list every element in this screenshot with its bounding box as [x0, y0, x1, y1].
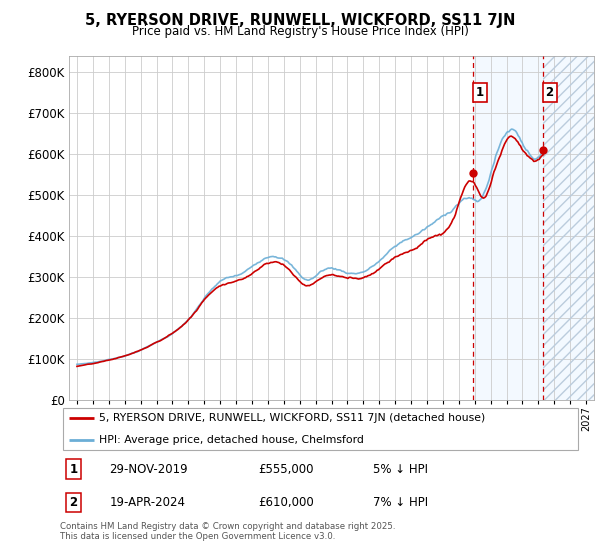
Text: 1: 1	[476, 86, 484, 99]
Text: Price paid vs. HM Land Registry's House Price Index (HPI): Price paid vs. HM Land Registry's House …	[131, 25, 469, 38]
Bar	[473, 56, 594, 400]
Text: 7% ↓ HPI: 7% ↓ HPI	[373, 496, 428, 509]
Text: Contains HM Land Registry data © Crown copyright and database right 2025.
This d: Contains HM Land Registry data © Crown c…	[60, 522, 395, 542]
Bar	[543, 56, 594, 400]
Text: 5% ↓ HPI: 5% ↓ HPI	[373, 463, 428, 475]
FancyBboxPatch shape	[62, 408, 578, 450]
Bar	[543, 56, 594, 400]
Text: HPI: Average price, detached house, Chelmsford: HPI: Average price, detached house, Chel…	[99, 435, 364, 445]
Text: 2: 2	[545, 86, 554, 99]
Text: 2: 2	[70, 496, 77, 509]
Text: 29-NOV-2019: 29-NOV-2019	[110, 463, 188, 475]
Text: £555,000: £555,000	[259, 463, 314, 475]
Text: 19-APR-2024: 19-APR-2024	[110, 496, 185, 509]
Text: 5, RYERSON DRIVE, RUNWELL, WICKFORD, SS11 7JN: 5, RYERSON DRIVE, RUNWELL, WICKFORD, SS1…	[85, 13, 515, 28]
Text: £610,000: £610,000	[259, 496, 314, 509]
Text: 5, RYERSON DRIVE, RUNWELL, WICKFORD, SS11 7JN (detached house): 5, RYERSON DRIVE, RUNWELL, WICKFORD, SS1…	[99, 413, 485, 423]
Text: 1: 1	[70, 463, 77, 475]
